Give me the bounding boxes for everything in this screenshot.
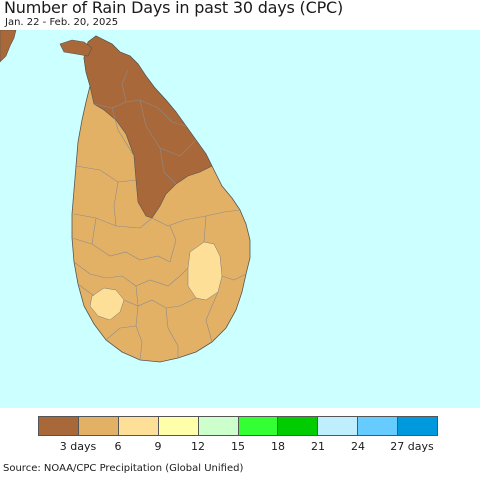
admin-boundaries xyxy=(71,69,247,361)
india-coast xyxy=(0,30,17,63)
legend-tick-label: 6 xyxy=(114,440,122,453)
legend-tick-label: 18 xyxy=(271,440,285,453)
legend-swatch-7 xyxy=(318,417,359,435)
data-source: Source: NOAA/CPC Precipitation (Global U… xyxy=(3,463,244,474)
legend-tick-label: 21 xyxy=(311,440,325,453)
legend-tick-label: 24 xyxy=(351,440,365,453)
legend-swatch-0 xyxy=(39,417,79,435)
legend-swatch-6 xyxy=(278,417,319,435)
southwest-wet-patch xyxy=(89,287,125,321)
legend-swatch-2 xyxy=(118,417,159,435)
legend-swatch-3 xyxy=(158,417,199,435)
legend-tick-label: 27 days xyxy=(390,440,434,453)
jaffna-peninsula xyxy=(59,39,93,57)
north-dry-zone xyxy=(83,35,213,219)
map-title: Number of Rain Days in past 30 days (CPC… xyxy=(4,0,344,17)
rain-days-map xyxy=(0,30,251,363)
legend-swatch-5 xyxy=(238,417,279,435)
legend-swatch-9 xyxy=(398,417,438,435)
legend-swatch-8 xyxy=(358,417,399,435)
legend-tick-label: 9 xyxy=(154,440,162,453)
east-wet-patch xyxy=(187,241,223,301)
legend-ticks: 3 days 6 9 12 15 18 21 24 27 days xyxy=(0,440,480,456)
legend-tick-label: 15 xyxy=(231,440,245,453)
legend-tick-label: 3 days xyxy=(59,440,97,453)
legend-swatch-4 xyxy=(198,417,239,435)
map-panel xyxy=(0,30,480,408)
legend-tick-label: 12 xyxy=(191,440,205,453)
color-legend xyxy=(38,416,438,436)
legend-swatch-1 xyxy=(78,417,119,435)
date-range: Jan. 22 - Feb. 20, 2025 xyxy=(5,17,119,28)
